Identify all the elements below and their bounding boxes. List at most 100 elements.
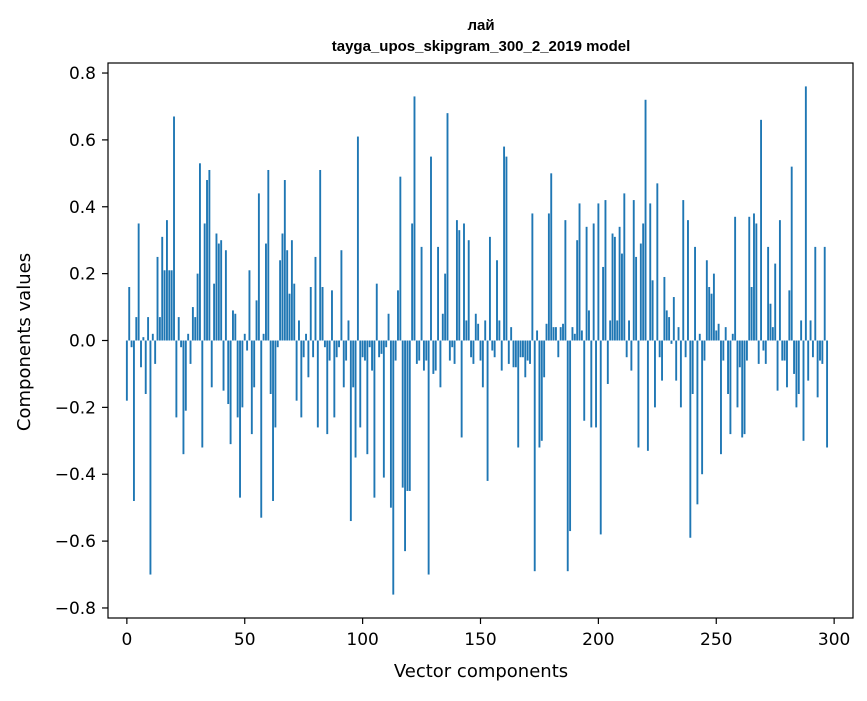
bar <box>371 340 373 371</box>
bar <box>531 213 534 341</box>
bar <box>375 283 378 341</box>
bar <box>717 323 720 341</box>
bar <box>616 320 619 341</box>
bar <box>543 340 546 378</box>
bar <box>724 327 727 341</box>
bar <box>184 340 187 411</box>
bar <box>418 340 421 361</box>
bar <box>267 169 270 341</box>
bar <box>491 340 494 351</box>
bar <box>182 340 185 455</box>
bar <box>307 340 310 378</box>
bar <box>823 246 826 341</box>
bar <box>498 320 501 341</box>
bar <box>460 340 463 438</box>
bar <box>434 340 437 371</box>
bar <box>618 226 621 341</box>
bar <box>203 223 206 341</box>
bar <box>493 340 496 358</box>
bar <box>448 340 451 361</box>
bar <box>232 310 234 341</box>
bar <box>222 340 225 391</box>
bar <box>500 340 503 371</box>
bar <box>597 203 600 341</box>
bar <box>173 116 175 341</box>
bar <box>474 313 477 341</box>
bar <box>135 317 138 341</box>
bar <box>496 260 498 341</box>
bar <box>257 193 260 341</box>
bar <box>293 283 296 341</box>
y-tick-label: 0.0 <box>69 332 96 352</box>
bar <box>250 340 253 435</box>
bar <box>253 340 256 388</box>
bar <box>290 240 293 341</box>
bar <box>481 340 484 388</box>
bar <box>821 340 824 364</box>
bar <box>274 340 277 428</box>
bar <box>406 340 409 491</box>
bar <box>698 333 701 341</box>
bar <box>613 236 616 341</box>
bar <box>328 340 331 361</box>
bar <box>272 340 274 501</box>
x-tick-label: 150 <box>464 630 496 650</box>
bar <box>260 340 263 518</box>
bar <box>345 340 348 361</box>
bar <box>550 173 553 341</box>
y-tick-label: 0.8 <box>69 64 96 84</box>
bar <box>316 340 319 428</box>
bar <box>576 240 579 341</box>
bar <box>807 340 810 381</box>
bar <box>446 113 449 341</box>
bar <box>682 200 685 341</box>
bar <box>540 340 543 441</box>
bar <box>276 340 279 348</box>
bar <box>510 327 513 341</box>
bar <box>302 340 305 358</box>
bar <box>234 313 237 341</box>
bar <box>236 340 239 418</box>
bar <box>649 203 652 341</box>
bar <box>736 340 739 408</box>
bar <box>712 273 715 341</box>
bar <box>609 320 612 341</box>
bar <box>611 233 614 341</box>
y-tick-label: 0.2 <box>69 265 96 285</box>
bar <box>703 340 706 361</box>
bar <box>748 216 751 341</box>
bar <box>399 176 402 341</box>
bar <box>745 340 748 361</box>
bar <box>479 340 482 361</box>
bar <box>467 240 470 341</box>
bar <box>347 320 350 341</box>
bar <box>819 340 821 361</box>
bar <box>701 340 704 475</box>
y-tick-label: 0.4 <box>69 198 96 218</box>
bar <box>187 333 190 341</box>
bar <box>524 340 527 378</box>
bar <box>295 340 298 401</box>
bar <box>665 310 668 341</box>
bar <box>255 300 258 341</box>
bar <box>166 220 168 341</box>
bar <box>691 340 694 394</box>
bar <box>137 223 140 341</box>
bar <box>778 220 781 341</box>
bar <box>314 256 317 341</box>
bar <box>404 340 406 552</box>
bar <box>592 223 595 341</box>
bar <box>380 340 383 354</box>
bar <box>800 320 803 341</box>
bar <box>672 297 675 341</box>
bar <box>415 340 418 364</box>
bar <box>661 340 663 381</box>
bar <box>455 220 458 341</box>
bar <box>158 317 161 341</box>
bar <box>331 290 333 341</box>
bar <box>750 287 753 341</box>
bar <box>738 340 741 368</box>
bar <box>689 340 692 538</box>
bar <box>397 290 399 341</box>
